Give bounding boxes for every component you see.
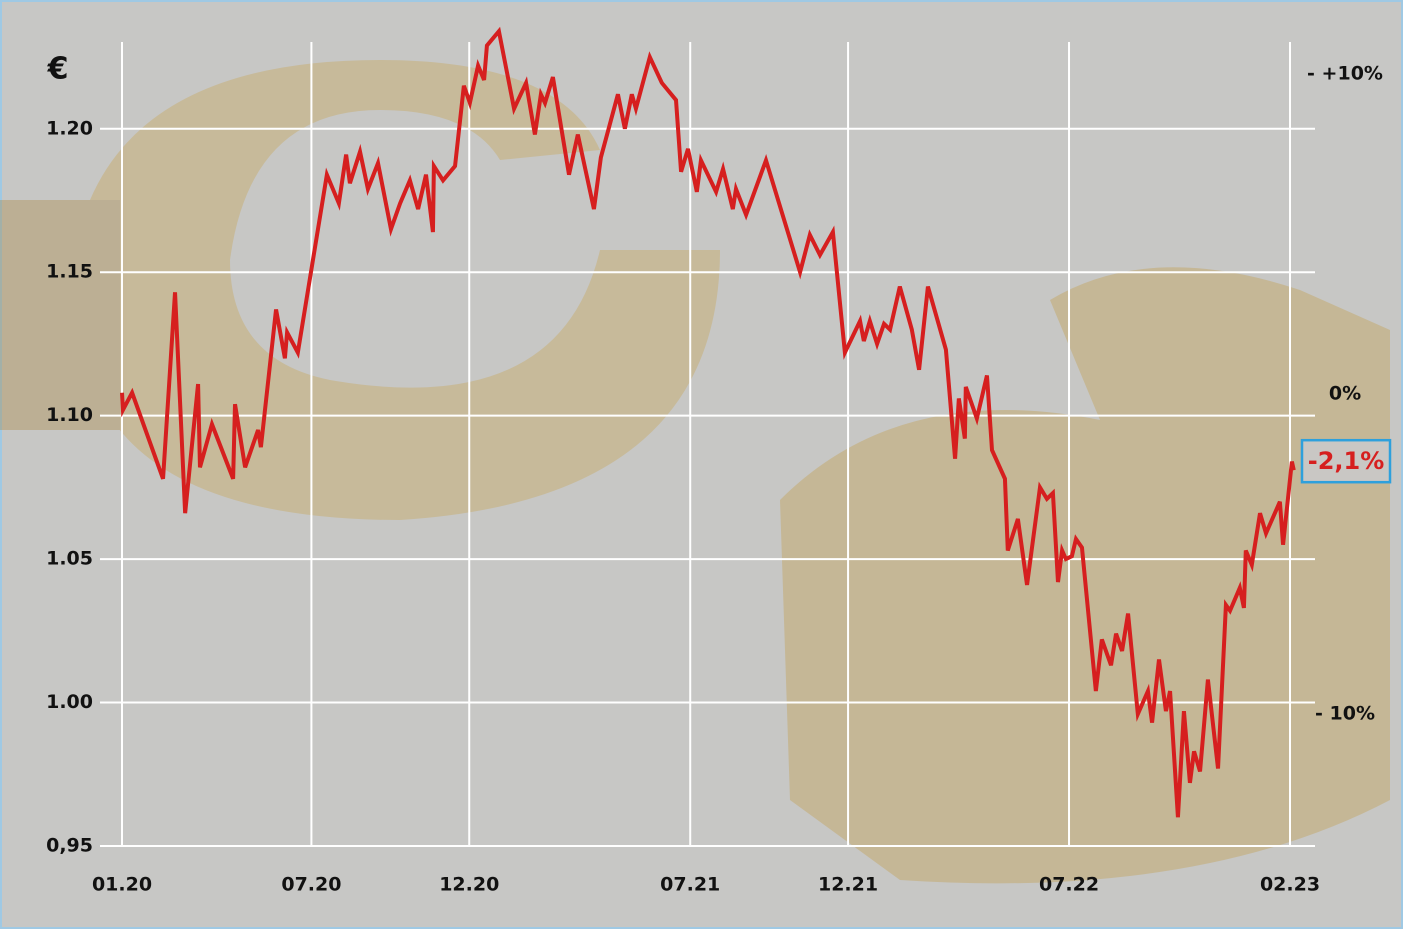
- y-unit-label: €: [47, 52, 69, 87]
- y-tick-label: 1.20: [46, 117, 93, 139]
- x-tick-label: 07.20: [281, 874, 341, 896]
- y-tick-label: 1.00: [46, 691, 93, 713]
- x-tick-label: 01.20: [92, 874, 152, 896]
- x-tick-label: 12.21: [818, 874, 878, 896]
- x-tick-label: 07.22: [1039, 874, 1099, 896]
- y2-tick-label: 0%: [1329, 383, 1361, 405]
- y-tick-label: 1.10: [46, 404, 93, 426]
- x-tick-label: 12.20: [439, 874, 499, 896]
- y-tick-label: 1.05: [46, 548, 93, 570]
- x-tick-label: 02.23: [1260, 874, 1320, 896]
- annotation-box: [1300, 438, 1392, 484]
- line-series: [120, 26, 1296, 818]
- y2-tick-label: - 10%: [1315, 703, 1375, 725]
- annotation: -2,1%: [1308, 447, 1385, 475]
- y-tick-label: 0,95: [46, 835, 93, 857]
- x-tick-label: 07.21: [660, 874, 720, 896]
- y-tick-label: 1.15: [46, 261, 93, 283]
- y2-tick-label: - +10%: [1307, 63, 1383, 85]
